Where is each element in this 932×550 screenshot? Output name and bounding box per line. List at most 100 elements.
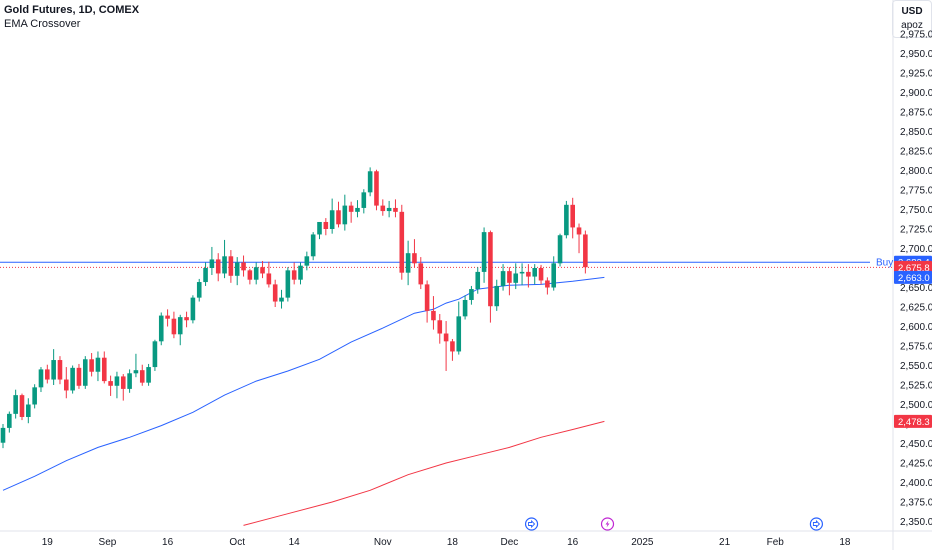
y-tick-label: 2,725.0 <box>900 225 932 236</box>
candle-body <box>507 271 512 283</box>
candle-body <box>253 267 259 280</box>
candle-body <box>405 253 411 273</box>
candle-body <box>260 267 265 274</box>
y-tick-label: 2,575.0 <box>900 342 932 353</box>
candle-body <box>576 227 582 235</box>
price-badge <box>894 260 932 274</box>
x-tick-label: 14 <box>289 537 301 548</box>
candle-body <box>583 234 588 268</box>
candle-body <box>108 381 113 386</box>
dividend-marker-icon <box>809 517 824 531</box>
candle-body <box>177 317 183 335</box>
candle-body <box>500 271 506 286</box>
lightning-icon <box>605 520 610 528</box>
candle-body <box>380 205 386 212</box>
candle-body <box>570 204 575 228</box>
y-tick-label: 2,950.0 <box>900 49 932 60</box>
candle-body <box>298 265 303 280</box>
candle-body <box>146 367 151 383</box>
y-tick-label: 2,375.0 <box>900 498 932 509</box>
candle-body <box>538 268 544 281</box>
price-badge <box>894 270 932 284</box>
candle-body <box>450 341 455 352</box>
candle-body <box>32 387 37 405</box>
candle-body <box>456 316 462 352</box>
price-badge-label: 2,478.3 <box>898 417 930 428</box>
candle-body <box>437 320 443 334</box>
price-badge-label: 2,663.0 <box>898 273 930 284</box>
currency-label: USD <box>901 6 923 17</box>
y-tick-label: 2,350.0 <box>900 517 932 528</box>
y-tick-label: 2,900.0 <box>900 88 932 99</box>
x-tick-label: Feb <box>767 537 785 548</box>
y-tick-label: 2,875.0 <box>900 108 932 119</box>
x-tick-label: 18 <box>839 537 851 548</box>
x-tick-label: 21 <box>719 537 731 548</box>
y-tick-label: 2,850.0 <box>900 127 932 138</box>
y-tick-label: 2,625.0 <box>900 303 932 314</box>
chart-legend: Gold Futures, 1D, COMEX EMA Crossover <box>4 3 139 31</box>
candle-body <box>513 273 519 283</box>
candle-body <box>367 171 373 193</box>
y-tick-label: 2,550.0 <box>900 361 932 372</box>
dividend-marker-icon <box>524 517 539 531</box>
x-tick-label: 18 <box>447 537 459 548</box>
candle-body <box>38 369 44 388</box>
candle-body <box>7 413 12 428</box>
candle-body <box>412 253 417 264</box>
candle-body <box>310 234 316 257</box>
y-tick-label: 2,600.0 <box>900 322 932 333</box>
y-tick-label: 2,825.0 <box>900 147 932 158</box>
candle-body <box>64 379 69 391</box>
candle-body <box>152 341 158 368</box>
candle-body <box>386 207 392 212</box>
candle-body <box>247 270 253 280</box>
candle-body <box>469 289 474 300</box>
candle-body <box>557 235 563 264</box>
y-tick-label: 2,500.0 <box>900 400 932 411</box>
candle-body <box>26 404 31 417</box>
candle-body <box>526 271 531 277</box>
indicator-label[interactable]: EMA Crossover <box>4 18 81 30</box>
candle-body <box>0 427 6 443</box>
candle-body <box>348 205 354 212</box>
x-tick-label: Dec <box>501 537 519 548</box>
symbol-title[interactable]: Gold Futures, 1D, COMEX <box>4 4 140 16</box>
candle-body <box>418 263 424 285</box>
candle-body <box>355 207 360 212</box>
candle-body <box>171 318 177 335</box>
candle-body <box>241 262 246 271</box>
candle-body <box>488 232 493 307</box>
candle-body <box>215 259 221 274</box>
candle-body <box>336 210 341 225</box>
y-tick-label: 2,400.0 <box>900 478 932 489</box>
candle-body <box>222 256 227 274</box>
candle-body <box>114 376 120 386</box>
ema-slow-line <box>243 420 605 526</box>
candle-body <box>393 207 398 212</box>
candle-body <box>120 376 126 389</box>
candle-body <box>342 205 348 225</box>
candle-body <box>266 273 272 285</box>
arrow-icon <box>528 519 536 529</box>
candle-body <box>51 360 56 380</box>
candle-body <box>279 297 284 302</box>
candle-body <box>564 204 569 236</box>
candle-body <box>317 221 322 235</box>
currency-box[interactable]: USD apoz <box>892 0 932 38</box>
candle-body <box>57 360 63 380</box>
candle-body <box>190 297 196 321</box>
candle-body <box>158 315 164 342</box>
candle-body <box>304 256 310 266</box>
x-tick-label: 19 <box>42 537 54 548</box>
candle-body <box>424 284 430 311</box>
y-tick-label: 2,525.0 <box>900 381 932 392</box>
candle-body <box>101 357 107 382</box>
price-badge-label: 2,675.8 <box>898 263 930 274</box>
candle-body <box>228 256 234 276</box>
y-tick-label: 2,700.0 <box>900 244 932 255</box>
candle-body <box>272 284 278 302</box>
candle-body <box>133 370 139 374</box>
candle-body <box>82 359 88 386</box>
